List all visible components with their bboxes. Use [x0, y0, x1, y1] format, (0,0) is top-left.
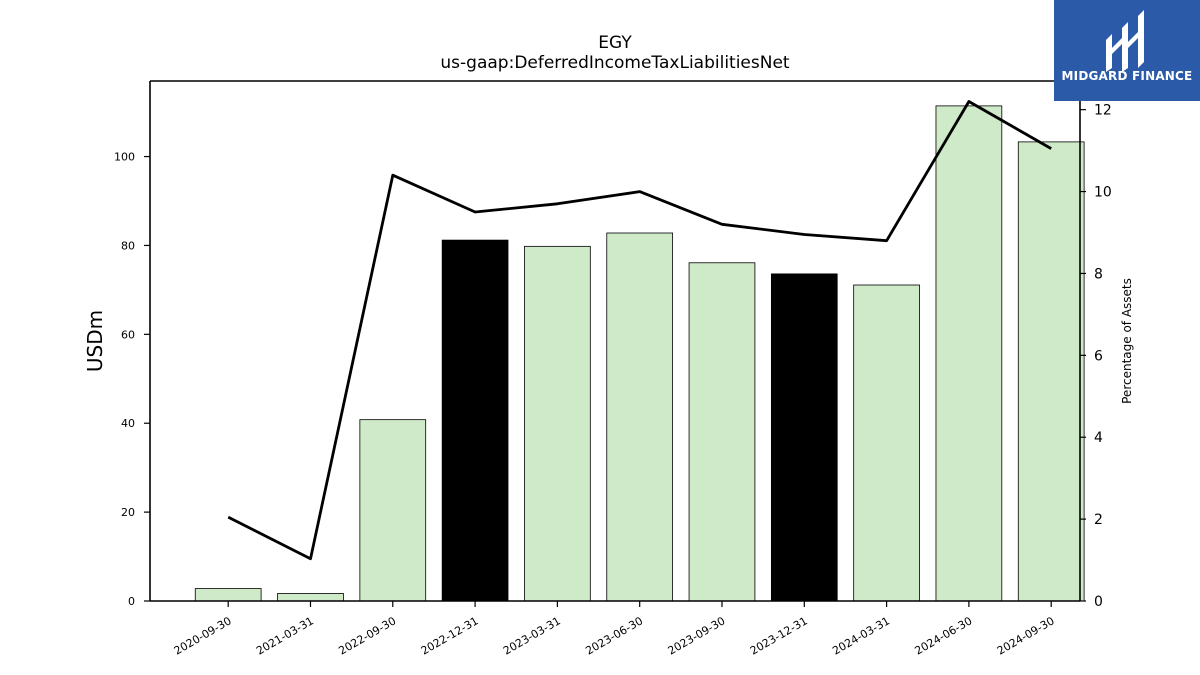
x-tick-label: 2024-09-30	[995, 614, 1057, 657]
x-tick-label: 2023-06-30	[583, 614, 645, 657]
x-tick-label: 2022-12-31	[419, 614, 481, 657]
bar-2024-06-30	[935, 105, 1003, 602]
bar-2022-12-31	[441, 239, 509, 602]
y2-tick-label: 0	[1094, 594, 1103, 610]
y2-axis-label: Percentage of Assets	[1120, 278, 1134, 404]
bar-2024-03-31	[853, 284, 920, 602]
midgard-finance-logo: MIDGARD FINANCE	[1054, 0, 1200, 101]
y-tick-label: 80	[121, 239, 135, 252]
x-tick-label: 2022-09-30	[336, 614, 398, 657]
y2-tick-label: 12	[1094, 103, 1112, 119]
x-tick-label: 2023-12-31	[748, 614, 810, 657]
x-tick-label: 2021-03-31	[254, 614, 316, 657]
bar-2023-12-31	[770, 273, 838, 602]
pct-assets-line	[227, 100, 1052, 561]
y2-tick-label: 6	[1094, 348, 1103, 364]
y2-tick-label: 4	[1094, 430, 1103, 446]
bars-group	[194, 105, 1085, 602]
y2-tick-label: 8	[1094, 266, 1103, 282]
x-tick-label: 2023-03-31	[501, 614, 563, 657]
bar-2024-09-30	[1017, 141, 1085, 602]
x-tick-label: 2024-03-31	[830, 614, 892, 657]
y-tick-label: 60	[121, 328, 135, 341]
logo-mark-icon	[1106, 10, 1144, 72]
x-tick-label: 2023-09-30	[666, 614, 728, 657]
x-tick-label: 2024-06-30	[913, 614, 975, 657]
y-tick-label: 40	[121, 417, 135, 430]
bar-2021-03-31	[277, 593, 344, 602]
chart-subtitle: us-gaap:DeferredIncomeTaxLiabilitiesNet	[440, 53, 790, 73]
y2-tick-label: 10	[1094, 185, 1112, 201]
line-series-group	[227, 100, 1052, 561]
chart-title: EGY	[598, 33, 632, 53]
bar-2020-09-30	[194, 588, 262, 602]
y-tick-label: 0	[128, 595, 135, 608]
y-tick-label: 20	[121, 506, 135, 519]
bar-2022-09-30	[359, 419, 427, 602]
logo-text: MIDGARD FINANCE	[1061, 69, 1193, 83]
y-axis-label: USDm	[83, 310, 107, 372]
bar-2023-06-30	[606, 232, 674, 602]
x-tick-label: 2020-09-30	[172, 614, 234, 657]
y-tick-label: 100	[114, 151, 135, 164]
bar-2023-09-30	[688, 262, 756, 602]
bar-2023-03-31	[524, 245, 591, 602]
y2-tick-label: 2	[1094, 512, 1103, 528]
